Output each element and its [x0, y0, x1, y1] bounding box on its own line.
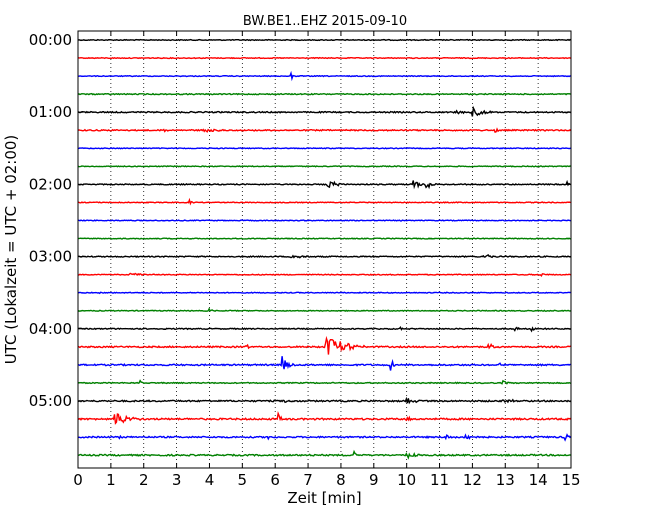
x-tick-label: 2: [139, 471, 149, 489]
y-axis-label: UTC (Lokalzeit = UTC + 02:00): [2, 135, 20, 365]
y-tick-label: 05:00: [29, 392, 72, 410]
x-tick-label: 5: [238, 471, 248, 489]
trace-line: [77, 92, 572, 96]
trace-line: [77, 38, 572, 42]
x-tick-label: 10: [397, 471, 416, 489]
trace-line: [77, 379, 572, 385]
x-tick-label: 8: [336, 471, 346, 489]
grid-lines: [110, 31, 539, 468]
trace-line: [77, 449, 572, 460]
plot-frame: [77, 30, 572, 469]
x-tick-label: 3: [172, 471, 182, 489]
trace-line: [77, 165, 572, 168]
trace-line: [77, 127, 572, 134]
x-tick-label: 1: [106, 471, 116, 489]
x-tick-label: 7: [303, 471, 313, 489]
trace-line: [77, 219, 572, 222]
x-tick-label: 13: [496, 471, 515, 489]
x-tick-label: 15: [561, 471, 580, 489]
x-tick-label: 4: [205, 471, 215, 489]
trace-line: [77, 325, 572, 333]
y-tick-label: 03:00: [29, 248, 72, 266]
trace-line: [77, 105, 572, 117]
trace-line: [77, 197, 572, 206]
trace-line: [77, 356, 572, 371]
trace-line: [77, 335, 572, 355]
trace-line: [77, 237, 572, 240]
trace-line: [77, 70, 572, 82]
trace-line: [77, 291, 572, 295]
trace-line: [77, 410, 572, 425]
trace-line: [77, 179, 572, 190]
y-tick-label: 01:00: [29, 103, 72, 121]
trace-line: [77, 433, 572, 442]
x-tick-label: 9: [369, 471, 379, 489]
trace-line: [77, 307, 572, 313]
axis-ticks: 0 1 2 3 4 5 6 7 8 9 10 11 12 13 14 1500:0001:0002:0003:…: [29, 31, 581, 489]
trace-line: [77, 56, 572, 60]
y-tick-label: 02:00: [29, 175, 72, 193]
y-tick-label: 00:00: [29, 31, 72, 49]
x-tick-label: 14: [529, 471, 548, 489]
chart-title: BW.BE1..EHZ 2015-09-10: [243, 14, 407, 29]
trace-line: [77, 254, 572, 259]
y-tick-label: 04:00: [29, 320, 72, 338]
trace-group: [77, 38, 572, 460]
x-tick-label: 6: [270, 471, 280, 489]
x-tick-label: 0: [73, 471, 83, 489]
x-axis-label: Zeit [min]: [287, 489, 361, 507]
trace-line: [77, 147, 572, 150]
trace-line: [77, 272, 572, 277]
x-tick-label: 12: [463, 471, 482, 489]
x-tick-label: 11: [430, 471, 449, 489]
trace-line: [77, 396, 572, 405]
